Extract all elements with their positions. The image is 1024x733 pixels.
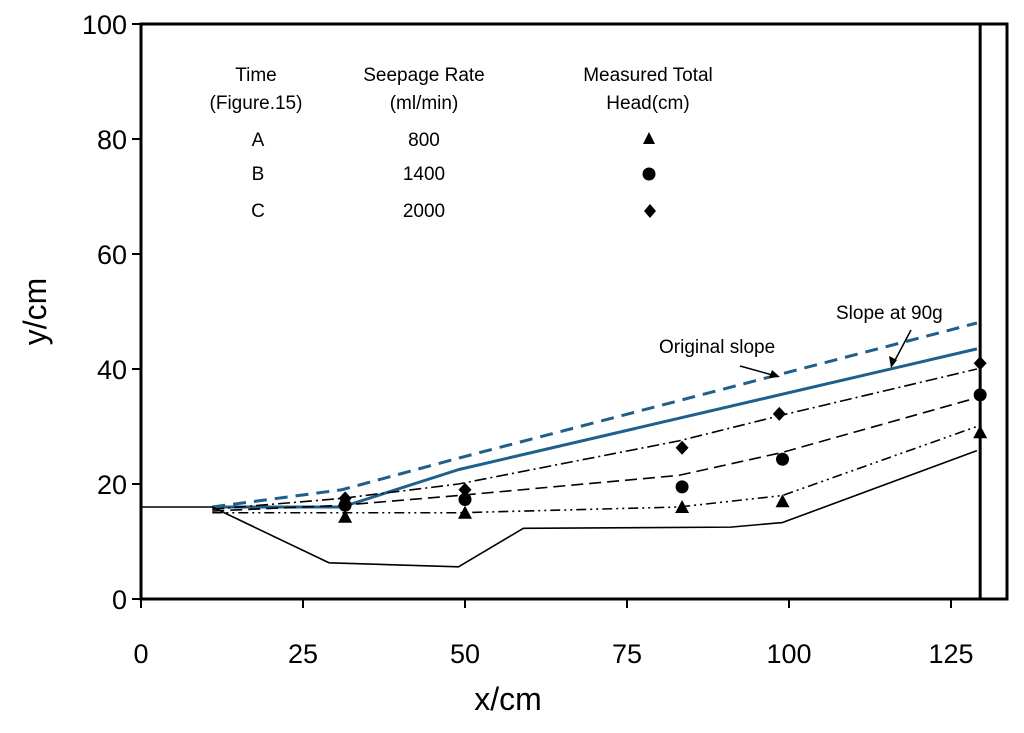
legend-row-a-rate: 800 [408, 130, 440, 151]
x-tick-label-75: 75 [612, 639, 642, 669]
marker-diamond-3 [772, 406, 786, 421]
annotation-arrow-original-slope [739, 365, 777, 377]
y-tick-label-100: 100 [82, 10, 127, 40]
legend-header-time-1: Time [235, 65, 277, 86]
marker-triangle-0 [338, 509, 353, 523]
marker-triangle-1 [458, 505, 472, 519]
legend-row-c-rate: 2000 [403, 201, 445, 222]
legend-header-head-2: Head(cm) [606, 93, 689, 114]
series-line-curve_C [212, 368, 978, 511]
legend-row-c-time: C [251, 201, 265, 222]
plot-area [139, 22, 1009, 601]
y-tick-label-20: 20 [97, 470, 127, 500]
marker-circle-2 [675, 480, 689, 494]
legend-triangle-marker [643, 132, 655, 144]
annotation-slope-90g: Slope at 90g [836, 303, 943, 324]
series-line-slope_90g [212, 347, 978, 509]
legend-row-b-rate: 1400 [403, 164, 445, 185]
y-tick-label-60: 60 [97, 240, 127, 270]
annotation-original-slope: Original slope [659, 337, 775, 358]
y-axis-title: y/cm [17, 278, 53, 346]
series-line-curve_B [212, 396, 978, 512]
x-tick-label-50: 50 [450, 639, 480, 669]
legend-header-rate-1: Seepage Rate [363, 65, 485, 86]
x-tick-label-0: 0 [133, 639, 148, 669]
axis-layer: 0 20 40 60 80 100 0 25 50 75 100 125 x/cm y/cm [17, 10, 974, 717]
marker-diamond-4 [973, 356, 987, 371]
legend-header-rate-2: (ml/min) [390, 93, 459, 114]
annotations: Slope at 90g Original slope [659, 303, 943, 378]
x-tick-label-100: 100 [766, 639, 811, 669]
marker-triangle-4 [973, 425, 988, 439]
series-line-original_slope [212, 321, 978, 509]
marker-triangle-2 [675, 500, 690, 513]
marker-layer [338, 356, 988, 523]
legend-circle-marker [642, 167, 656, 181]
legend-diamond-marker [644, 204, 656, 218]
legend-row-b-time: B [252, 164, 265, 185]
x-tick-label-125: 125 [928, 639, 973, 669]
x-tick-label-25: 25 [288, 639, 318, 669]
y-tick-label-40: 40 [97, 355, 127, 385]
series-line-ground [141, 449, 978, 568]
marker-circle-3 [776, 452, 790, 466]
marker-triangle-3 [775, 494, 790, 508]
marker-diamond-0 [338, 491, 352, 506]
x-axis-title: x/cm [474, 681, 542, 717]
legend-header-time-2: (Figure.15) [210, 93, 303, 114]
annotation-arrowhead-original-slope [769, 370, 780, 378]
y-tick-label-80: 80 [97, 125, 127, 155]
series-layer [141, 321, 978, 568]
legend-table: Time (Figure.15) Seepage Rate (ml/min) M… [210, 65, 713, 222]
legend-header-head-1: Measured Total [583, 65, 713, 86]
legend-row-a-time: A [252, 130, 265, 151]
marker-circle-4 [973, 388, 987, 402]
marker-diamond-1 [458, 482, 472, 497]
y-tick-label-0: 0 [112, 585, 127, 615]
plot-frame [139, 22, 1009, 601]
annotation-arrow-slope-90g [892, 329, 912, 365]
marker-circle-1 [458, 493, 472, 507]
annotation-arrowhead-slope-90g [889, 356, 897, 368]
series-line-curve_A [212, 425, 978, 514]
marker-diamond-2 [675, 440, 689, 455]
